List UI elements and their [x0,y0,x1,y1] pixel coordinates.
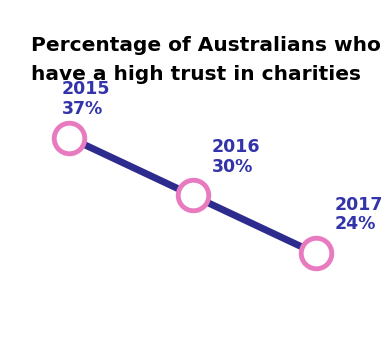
Text: 37%: 37% [62,100,103,118]
Text: 2015: 2015 [62,80,110,98]
Text: Percentage of Australians who: Percentage of Australians who [31,36,381,55]
Text: 24%: 24% [335,215,376,233]
Text: have a high trust in charities: have a high trust in charities [31,65,361,84]
Text: 2017: 2017 [335,195,383,214]
Text: 2016: 2016 [212,138,260,156]
Text: 30%: 30% [212,157,253,176]
